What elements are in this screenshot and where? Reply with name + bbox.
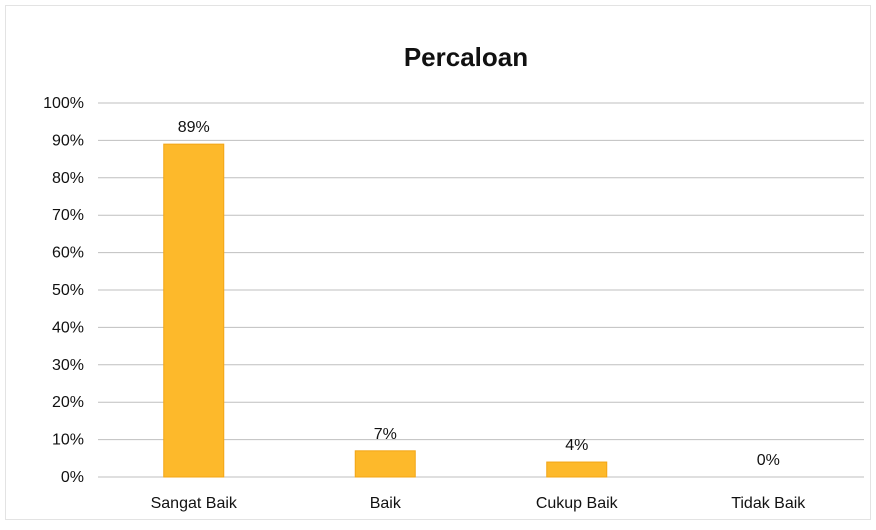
data-label: 0%: [757, 452, 780, 469]
gridlines: [98, 102, 864, 478]
y-tick-label: 30%: [52, 357, 84, 374]
y-tick-label: 70%: [52, 207, 84, 224]
chart-title: Percaloan: [404, 42, 528, 72]
category-label: Sangat Baik: [151, 495, 238, 512]
y-tick-label: 100%: [43, 95, 84, 112]
bars: [163, 143, 608, 478]
x-axis: Sangat Baik Baik Cukup Baik Tidak Baik: [151, 495, 807, 512]
category-label: Baik: [370, 495, 402, 512]
bar: [546, 461, 608, 478]
category-label: Tidak Baik: [731, 495, 806, 512]
y-tick-label: 50%: [52, 282, 84, 299]
bar-chart: Percaloan 0% 10% 20% 30% 40% 50% 60% 70% 80% 90% 1…: [43, 42, 864, 512]
y-tick-label: 90%: [52, 132, 84, 149]
y-tick-label: 80%: [52, 170, 84, 187]
y-tick-label: 20%: [52, 394, 84, 411]
bar: [163, 143, 225, 478]
y-tick-label: 40%: [52, 319, 84, 336]
category-label: Cukup Baik: [536, 495, 619, 512]
data-label: 7%: [374, 426, 397, 443]
bar: [354, 450, 416, 478]
y-tick-label: 10%: [52, 432, 84, 449]
y-tick-label: 0%: [61, 469, 84, 486]
y-axis: 0% 10% 20% 30% 40% 50% 60% 70% 80% 90% 100%: [43, 95, 84, 486]
data-label: 4%: [565, 437, 588, 454]
chart-container: Percaloan 0% 10% 20% 30% 40% 50% 60% 70% 80% 90% 1…: [5, 5, 871, 520]
y-tick-label: 60%: [52, 245, 84, 262]
data-labels: 89% 7% 4% 0%: [178, 119, 780, 469]
data-label: 89%: [178, 119, 210, 136]
